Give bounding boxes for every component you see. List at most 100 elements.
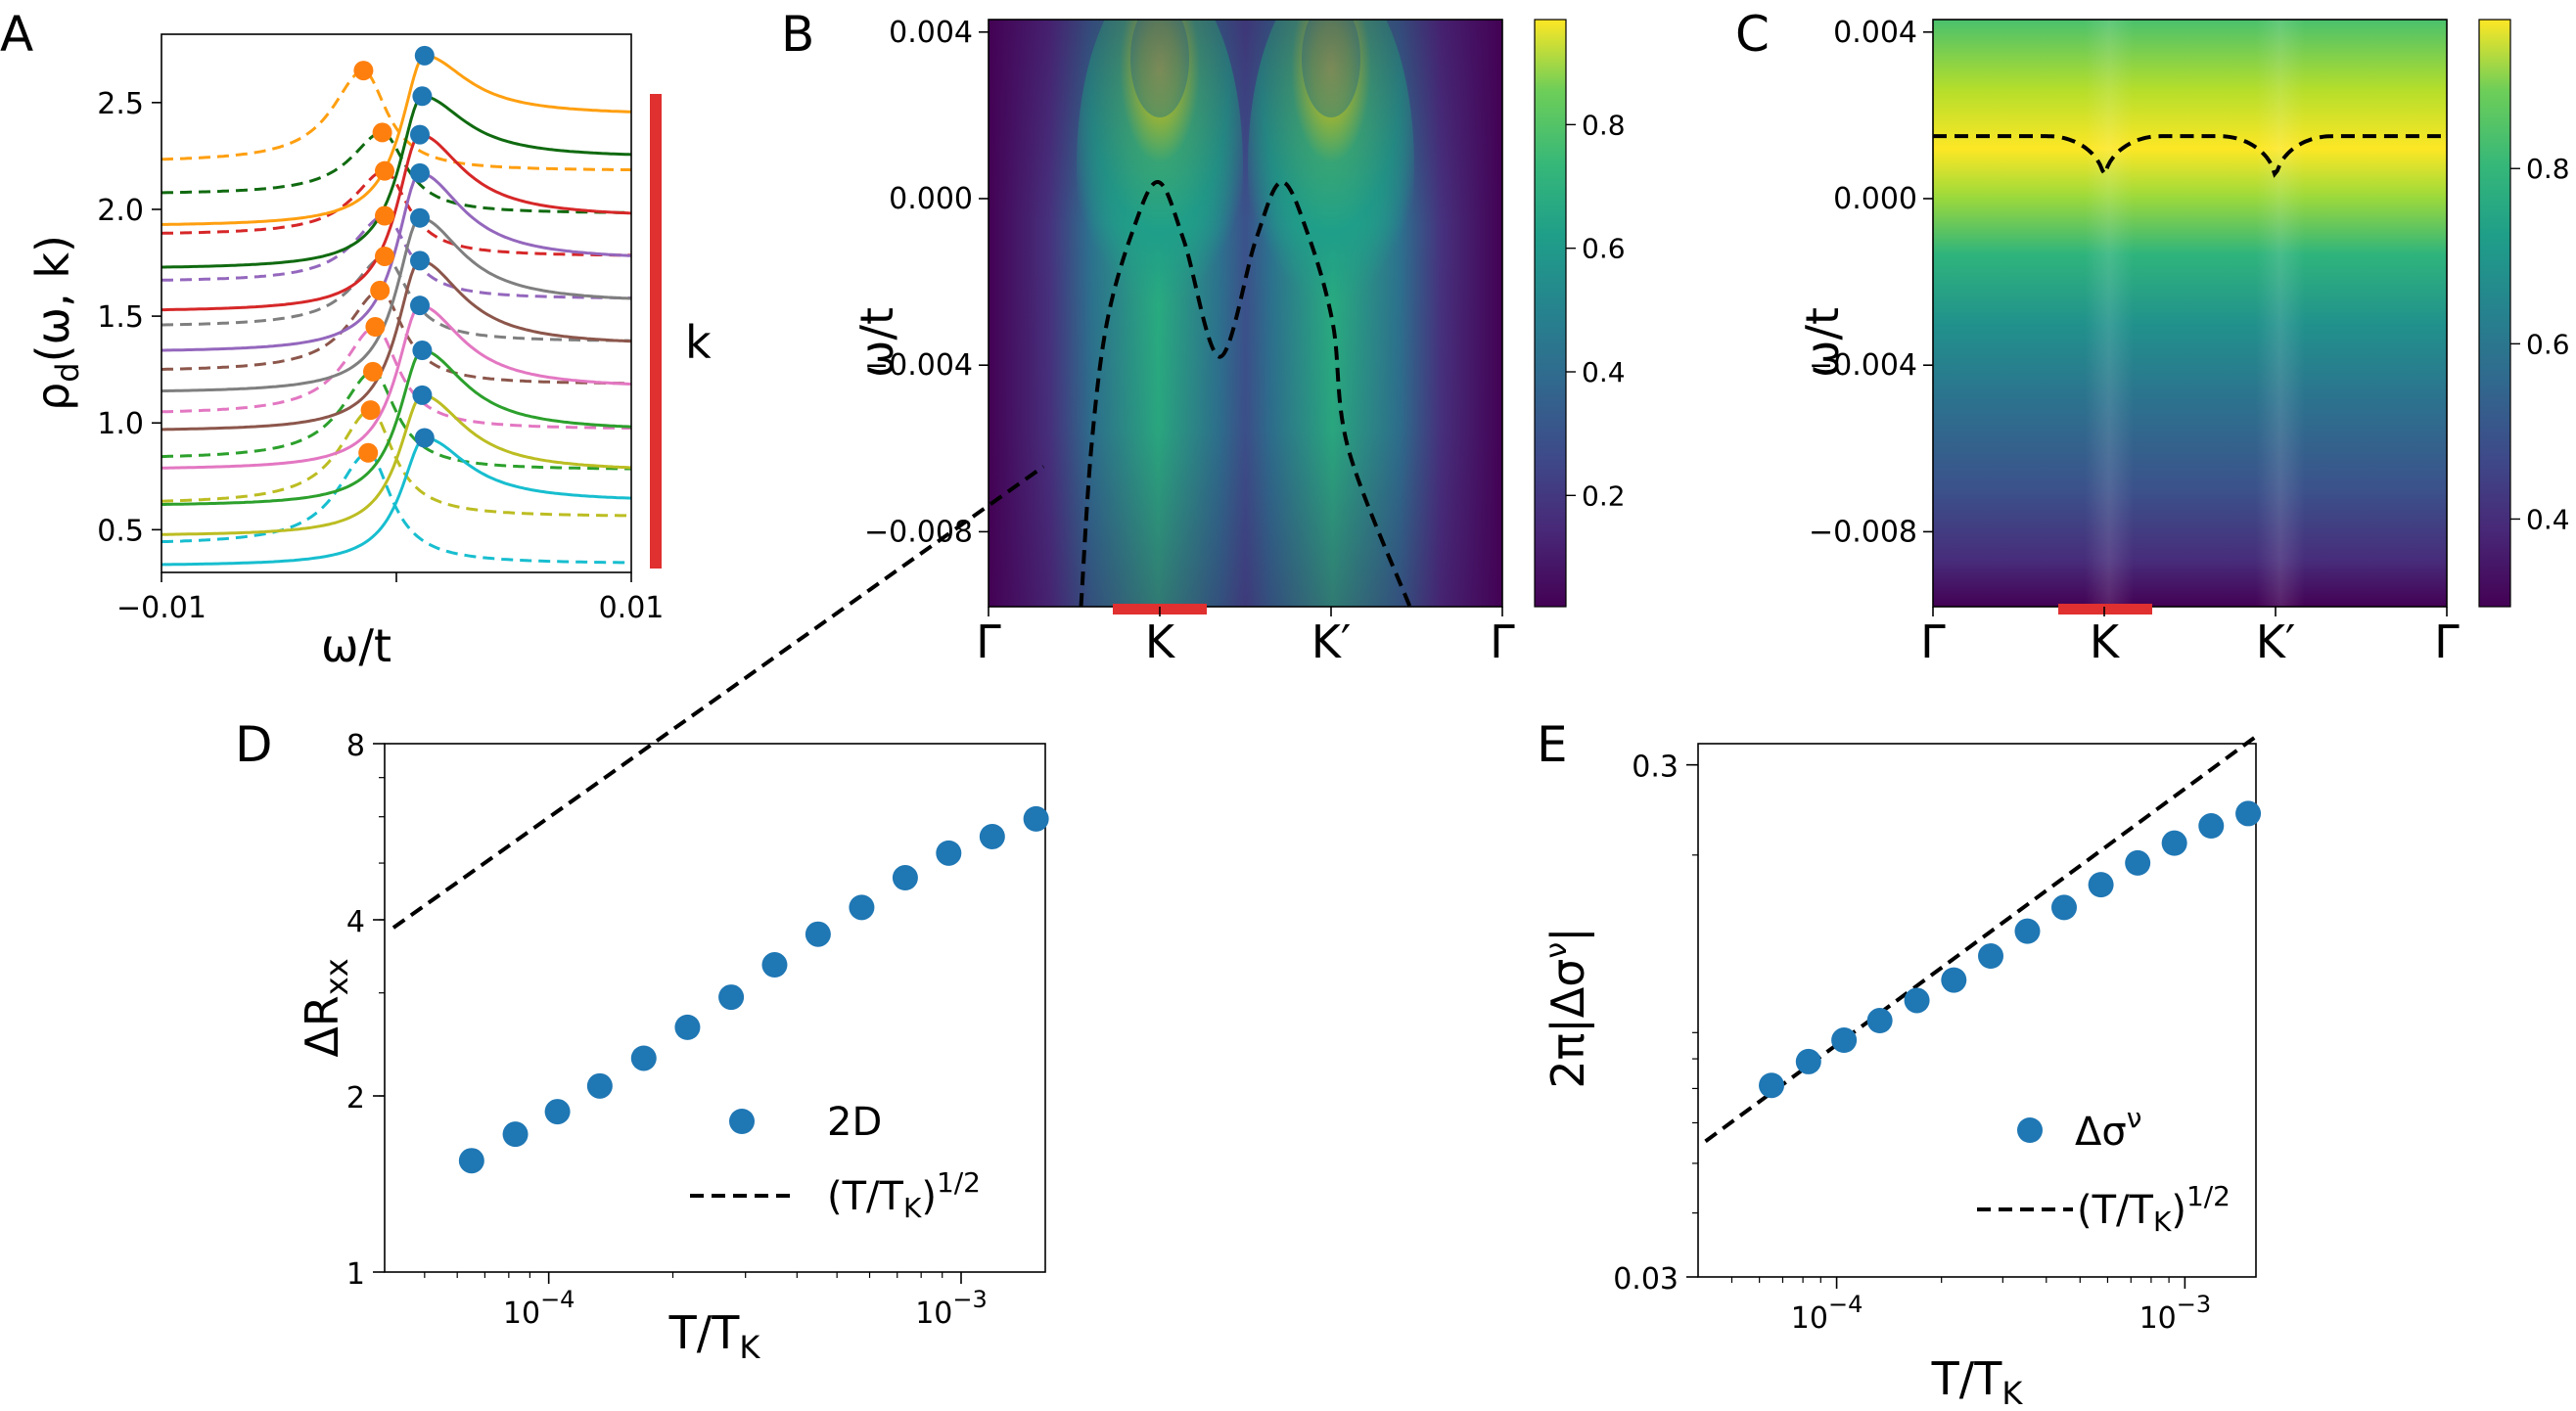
a-dashed-curve — [161, 68, 631, 172]
y-tick-label: 2.5 — [97, 87, 144, 121]
panel-d: D 1 2 4 8 10−4 10−3 2D (T/TK)1/2 T/TK ΔRxx — [235, 465, 1049, 1366]
x-tick-label: 10−3 — [915, 1286, 988, 1331]
data-point — [586, 1072, 613, 1099]
fit-line-e — [1704, 736, 2256, 1143]
y-tick-label: 4 — [346, 905, 365, 939]
a-peak-markers — [353, 45, 435, 463]
panel-letter-b: B — [781, 6, 814, 63]
legend-label-points-e: Δσν — [2075, 1102, 2141, 1155]
k-range-bar — [650, 94, 662, 569]
colorbar-tick-label: 0.4 — [2526, 503, 2570, 535]
a-dashed-curve — [161, 370, 631, 471]
x-tick-label: −0.01 — [116, 591, 207, 625]
panel-e: E 0.3 0.03 10−4 10−3 Δσν (T/TK)1/2 T/TK 2π… — [1537, 716, 2262, 1411]
a-dashed-curve — [161, 213, 631, 299]
x-tick-label: K — [2090, 615, 2121, 668]
x-ticks-b: Γ K K′ Γ — [976, 607, 1515, 668]
data-point — [2198, 813, 2225, 840]
side-label-k: k — [685, 316, 712, 369]
xlabel-a: ω/t — [321, 619, 391, 672]
a-solid-curve — [161, 435, 631, 567]
a-peak-marker-dashed — [353, 61, 374, 81]
y-ticks-d: 1 2 4 8 — [346, 729, 385, 1292]
x-ticks-a: −0.01 0.01 — [116, 572, 664, 625]
ylabel-b: ω/t — [851, 307, 903, 378]
colorbar-tick-label: 0.6 — [1582, 233, 1626, 265]
a-peak-marker-dashed — [360, 400, 381, 421]
x-tick-label: K′ — [2256, 615, 2296, 668]
legend-label-points-d: 2D — [827, 1100, 882, 1145]
data-point — [1904, 987, 1930, 1014]
a-solid-curve — [161, 258, 631, 432]
x-tick-label: Γ — [1920, 615, 1946, 668]
panel-a: A −0.01 0.01 0.5 1.0 1.5 2.0 2.5 k ω/t ρd(ω, … — [0, 6, 712, 672]
panel-letter-d: D — [235, 716, 273, 773]
a-solid-curve — [161, 348, 631, 506]
x-tick-label: Γ — [1490, 615, 1515, 668]
y-ticks-b: 0.004 0.000 −0.004 −0.008 — [864, 16, 989, 549]
x-tick-label: 10−3 — [2139, 1291, 2212, 1336]
legend-e: Δσν (T/TK)1/2 — [1977, 1102, 2231, 1238]
data-point — [718, 984, 745, 1011]
a-peak-marker-solid — [410, 250, 430, 271]
ylabel-d: ΔRxx — [296, 958, 355, 1057]
a-dashed-curve — [161, 169, 631, 257]
y-tick-label: 0.5 — [97, 514, 144, 548]
heatmap-c — [1933, 20, 2447, 607]
colorbar-tick-label: 0.8 — [2526, 153, 2570, 185]
legend-label-fit-d: (T/TK)1/2 — [827, 1166, 981, 1224]
a-peak-marker-dashed — [375, 246, 394, 266]
ylabel-c: ω/t — [1796, 307, 1849, 378]
x-ticks-d: 10−4 10−3 — [424, 1272, 988, 1331]
y-tick-label: 2 — [346, 1081, 365, 1115]
colorbar-ticks-c: 0.4 0.6 0.8 — [2510, 153, 2570, 535]
a-dashed-curve — [161, 130, 631, 214]
colorbar-tick-label: 0.6 — [2526, 328, 2570, 360]
x-tick-label: Γ — [976, 615, 1001, 668]
y-tick-label: 0.000 — [889, 182, 973, 216]
a-peak-marker-dashed — [363, 361, 383, 382]
colorbar-ticks-b: 0.2 0.4 0.6 0.8 — [1566, 109, 1626, 512]
dashed-curve-b — [1079, 180, 1412, 607]
axes-frame-b — [988, 19, 1503, 608]
a-solid-curve — [161, 216, 631, 393]
ylabel-e: 2π|Δσν| — [1540, 927, 1595, 1088]
legend-label-fit-e: (T/TK)1/2 — [2077, 1180, 2231, 1238]
panel-letter-c: C — [1735, 6, 1770, 63]
a-peak-marker-solid — [410, 207, 430, 228]
data-point — [544, 1099, 571, 1125]
x-tick-label: K — [1145, 615, 1176, 668]
x-ticks-c: Γ K K′ Γ — [1920, 607, 2460, 668]
data-point — [761, 952, 788, 979]
data-point — [502, 1121, 529, 1148]
legend-d: 2D (T/TK)1/2 — [690, 1100, 981, 1224]
a-dashed-curve — [161, 451, 631, 565]
data-point — [1866, 1008, 1893, 1034]
heatmap-b — [989, 20, 1502, 607]
a-solid-curve — [161, 133, 631, 312]
x-tick-label: K′ — [1311, 615, 1352, 668]
k-bar-c — [2058, 604, 2152, 614]
a-dashed-curve — [161, 289, 631, 386]
data-point — [1023, 805, 1049, 832]
y-tick-label: 1 — [346, 1257, 365, 1292]
data-point — [2235, 800, 2262, 827]
x-tick-label: Γ — [2434, 615, 2460, 668]
a-solid-curve — [161, 303, 631, 470]
x-tick-label: 0.01 — [599, 591, 665, 625]
data-point — [805, 921, 831, 947]
axes-frame-d — [384, 743, 1046, 1273]
y-tick-label: 0.3 — [1632, 751, 1679, 785]
colorbar-tick-label: 0.2 — [1582, 479, 1626, 512]
legend-marker-points-d — [729, 1109, 755, 1134]
data-point — [1941, 967, 1967, 993]
a-peak-marker-dashed — [358, 442, 379, 463]
a-peak-marker-dashed — [375, 205, 394, 226]
data-point — [2014, 918, 2041, 944]
panel-letter-a: A — [0, 6, 33, 63]
data-point — [2161, 830, 2187, 856]
a-peak-marker-solid — [414, 45, 435, 66]
